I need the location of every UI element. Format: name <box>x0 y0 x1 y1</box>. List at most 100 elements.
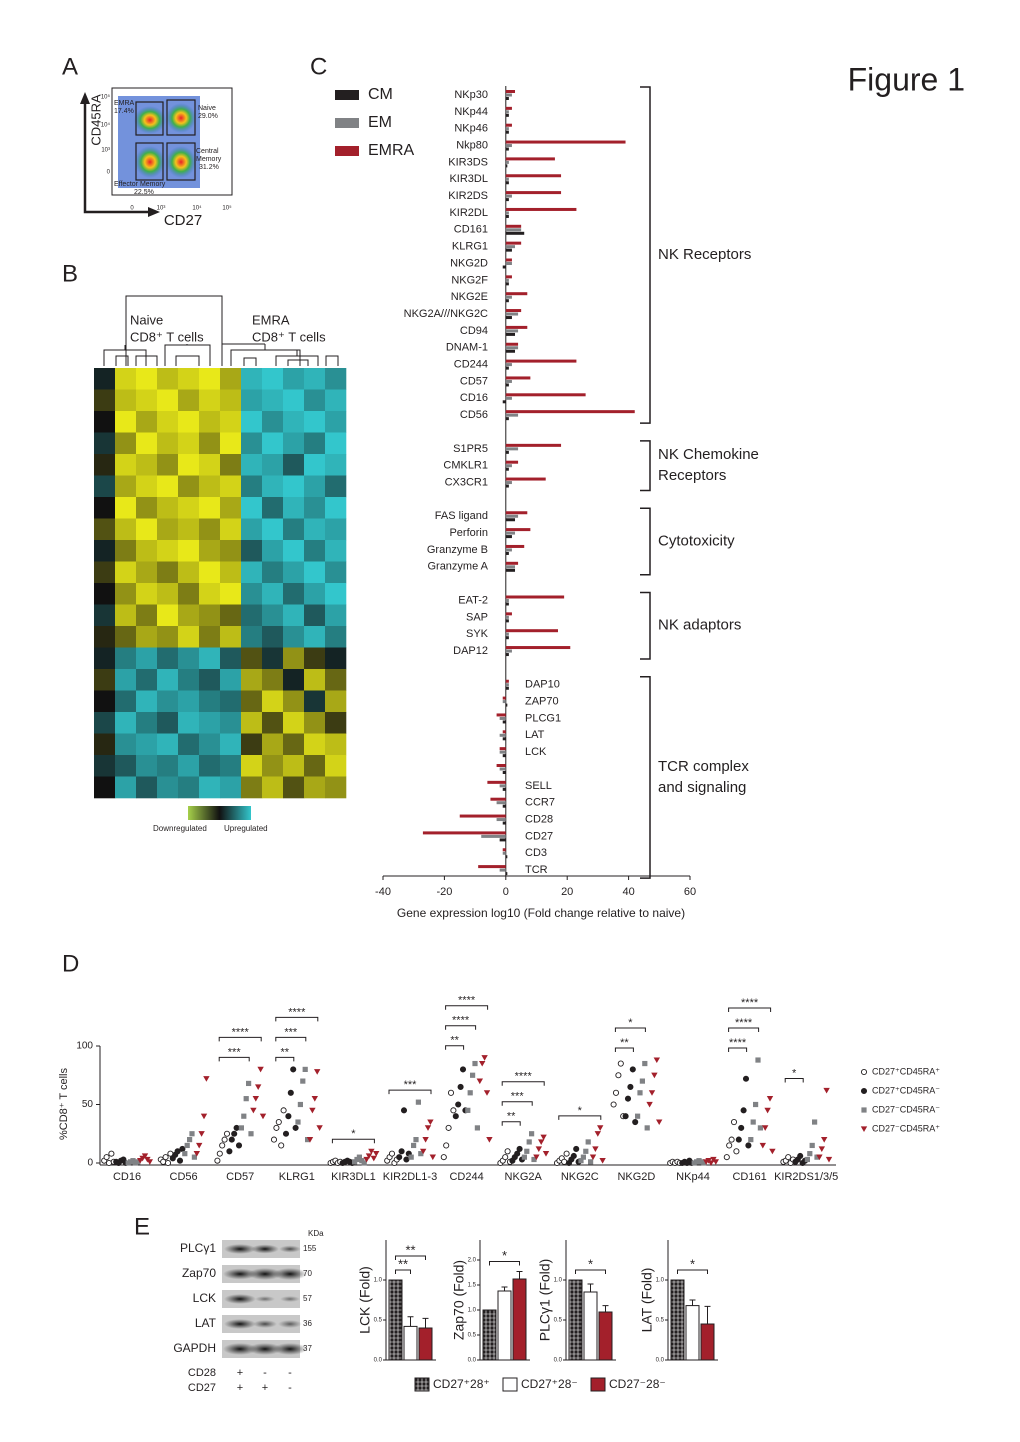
category-label: SYK <box>466 628 489 640</box>
point <box>707 1160 715 1166</box>
heatmap-cell <box>325 776 347 799</box>
x-tick-label: CD16 <box>113 1171 141 1183</box>
point <box>280 1107 287 1114</box>
heatmap-cell <box>199 368 221 390</box>
point <box>370 1155 377 1162</box>
flow-density <box>166 103 196 133</box>
heatmap-cell <box>178 583 200 605</box>
heatmap-cell <box>178 733 200 756</box>
heatmap-cell <box>304 626 326 648</box>
point <box>486 1137 493 1143</box>
point <box>278 1142 285 1149</box>
point <box>400 1107 408 1114</box>
y-tick-label: 0.5 <box>468 1333 477 1339</box>
condition-name: CD28 <box>188 1367 216 1379</box>
heatmap-cell <box>94 411 116 433</box>
point <box>804 1156 810 1163</box>
point <box>755 1057 761 1063</box>
point <box>748 1137 754 1143</box>
group-label: EMRA <box>252 312 290 327</box>
y-tick-label: 0.5 <box>656 1318 665 1324</box>
bar <box>505 410 635 414</box>
x-tick-label: 0 <box>503 886 509 898</box>
category-label: PLCG1 <box>525 712 561 724</box>
heatmap-cell <box>115 475 137 498</box>
bar <box>700 1323 715 1361</box>
bar <box>505 110 509 114</box>
bar <box>502 700 506 704</box>
heatmap-cell <box>136 497 158 519</box>
point <box>223 1130 231 1137</box>
heatmap-cell <box>178 755 200 777</box>
heatmap-cell <box>304 690 326 713</box>
point <box>427 1119 434 1126</box>
heatmap-cell <box>325 733 347 756</box>
bar <box>505 396 512 400</box>
point <box>816 1154 823 1161</box>
heatmap-cell <box>136 475 158 498</box>
panel-letter: E <box>134 1213 150 1240</box>
bar <box>505 275 512 279</box>
heatmap-cell <box>283 454 305 476</box>
heatmap-cell <box>199 647 221 670</box>
point <box>766 1096 774 1102</box>
condition-sign: + <box>262 1382 268 1394</box>
axis-label: CD27 <box>164 212 202 229</box>
heatmap-cell <box>136 518 158 541</box>
bar <box>505 450 509 454</box>
significance-label: **** <box>741 997 759 1009</box>
condition-sign: - <box>263 1367 267 1379</box>
heatmap-cell <box>157 497 179 519</box>
bar <box>505 518 516 522</box>
group-bracket <box>640 676 651 879</box>
bar <box>505 528 531 532</box>
panel-letter: C <box>310 53 327 80</box>
gate <box>135 101 164 136</box>
heatmap-cell <box>94 690 116 713</box>
bar <box>505 359 577 363</box>
y-tick-label: 1.5 <box>468 1283 477 1289</box>
point <box>573 1145 580 1153</box>
heatmap-cell <box>325 475 347 498</box>
point <box>644 1125 650 1131</box>
y-axis-label: PLCγ1 (Fold) <box>537 1259 553 1341</box>
heatmap-cell <box>325 626 347 648</box>
bar <box>505 477 546 481</box>
heatmap-cell <box>325 389 347 412</box>
point <box>440 1154 447 1161</box>
bar <box>505 194 512 198</box>
heatmap-cell <box>304 411 326 433</box>
significance-bracket <box>395 1255 426 1260</box>
significance-bracket <box>677 1269 708 1274</box>
legend-label: CD27⁻28⁻ <box>609 1377 666 1391</box>
point <box>146 1159 153 1165</box>
heatmap-cell <box>178 389 200 412</box>
bar <box>505 147 509 151</box>
heatmap-cell <box>262 583 284 605</box>
point <box>226 1148 233 1155</box>
heatmap-cell <box>178 712 200 734</box>
blot-label: LCK <box>193 1291 216 1305</box>
category-label: Granzyme A <box>427 561 488 573</box>
bar <box>505 245 516 249</box>
point <box>233 1124 240 1131</box>
error-bar <box>704 1305 711 1324</box>
heatmap-cell <box>283 475 305 498</box>
heatmap-cell <box>199 669 221 691</box>
heatmap-cell <box>220 733 242 756</box>
group-label: TCR complex <box>658 758 749 775</box>
axis-label: CD45RA <box>88 94 103 146</box>
kda-value: 57 <box>303 1294 312 1303</box>
bar <box>499 716 506 720</box>
heatmap-cell <box>304 669 326 691</box>
x-tick-label: 10⁴ <box>192 205 202 212</box>
heatmap-cell <box>220 776 242 799</box>
heatmap-cell <box>283 540 305 562</box>
heatmap-cell <box>304 475 326 498</box>
point <box>740 1107 747 1114</box>
point <box>538 1139 545 1145</box>
gate-name: Central <box>196 148 219 155</box>
heatmap-cell <box>241 604 263 627</box>
significance-label: ** <box>405 1242 415 1257</box>
category-label: TCR <box>525 864 548 876</box>
